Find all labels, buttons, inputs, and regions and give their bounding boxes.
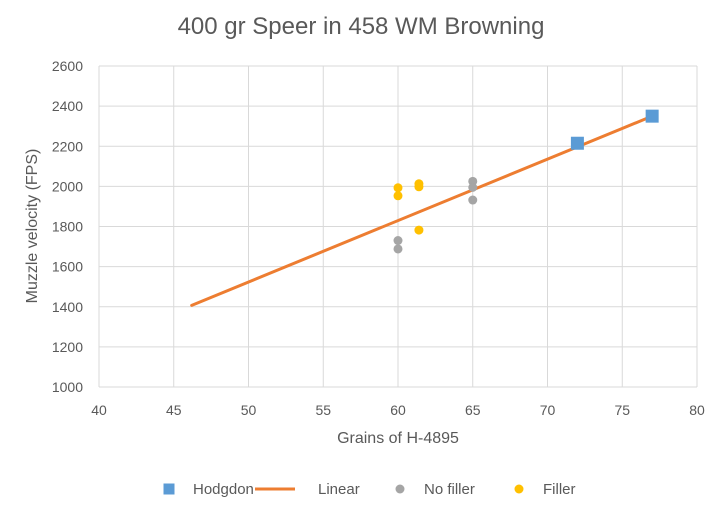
- x-axis-title: Grains of H-4895: [337, 430, 459, 447]
- data-point-filler: [393, 183, 403, 193]
- legend-marker-no-filler: [395, 484, 405, 494]
- legend-label-linear: Linear: [318, 481, 360, 498]
- x-tick-label: 55: [315, 402, 331, 418]
- y-axis-title: Muzzle velocity (FPS): [24, 149, 41, 304]
- x-tick-label: 75: [614, 402, 630, 418]
- chart-title: 400 gr Speer in 458 WM Browning: [178, 13, 545, 40]
- x-axis-tick-labels: 40 45 50 55 60 65 70 75 80: [91, 402, 705, 418]
- legend-label-filler: Filler: [543, 481, 576, 498]
- y-tick-label: 2000: [52, 178, 83, 194]
- y-tick-label: 2400: [52, 98, 83, 114]
- data-point-filler: [414, 225, 424, 235]
- x-tick-label: 65: [465, 402, 481, 418]
- x-tick-label: 60: [390, 402, 406, 418]
- legend-label-hodgdon: Hodgdon: [193, 481, 254, 498]
- y-axis-tick-labels: 1000 1200 1400 1600 1800 2000 2200 2400 2600: [52, 58, 83, 395]
- data-point-hodgdon: [570, 136, 584, 150]
- legend-marker-filler: [514, 484, 524, 494]
- y-tick-label: 1600: [52, 259, 83, 275]
- y-tick-label: 1800: [52, 219, 83, 235]
- x-tick-label: 70: [540, 402, 556, 418]
- x-tick-label: 40: [91, 402, 107, 418]
- y-tick-label: 1000: [52, 379, 83, 395]
- x-tick-label: 45: [166, 402, 182, 418]
- data-point-no-filler: [393, 236, 403, 246]
- x-tick-label: 80: [689, 402, 705, 418]
- gridlines: [98, 65, 698, 388]
- legend-label-no-filler: No filler: [424, 481, 475, 498]
- data-point-filler: [393, 191, 403, 201]
- data-point-no-filler: [468, 195, 478, 205]
- data-point-hodgdon: [645, 109, 659, 123]
- data-point-filler: [414, 182, 424, 192]
- legend: Hodgdon Linear No filler Filler: [163, 481, 576, 498]
- y-tick-label: 1400: [52, 299, 83, 315]
- y-tick-label: 2600: [52, 58, 83, 74]
- data-point-no-filler: [468, 182, 478, 192]
- legend-marker-hodgdon: [163, 483, 175, 495]
- y-tick-label: 2200: [52, 138, 83, 154]
- y-tick-label: 1200: [52, 339, 83, 355]
- plot-area: [190, 109, 659, 307]
- data-point-no-filler: [393, 244, 403, 254]
- x-tick-label: 50: [241, 402, 257, 418]
